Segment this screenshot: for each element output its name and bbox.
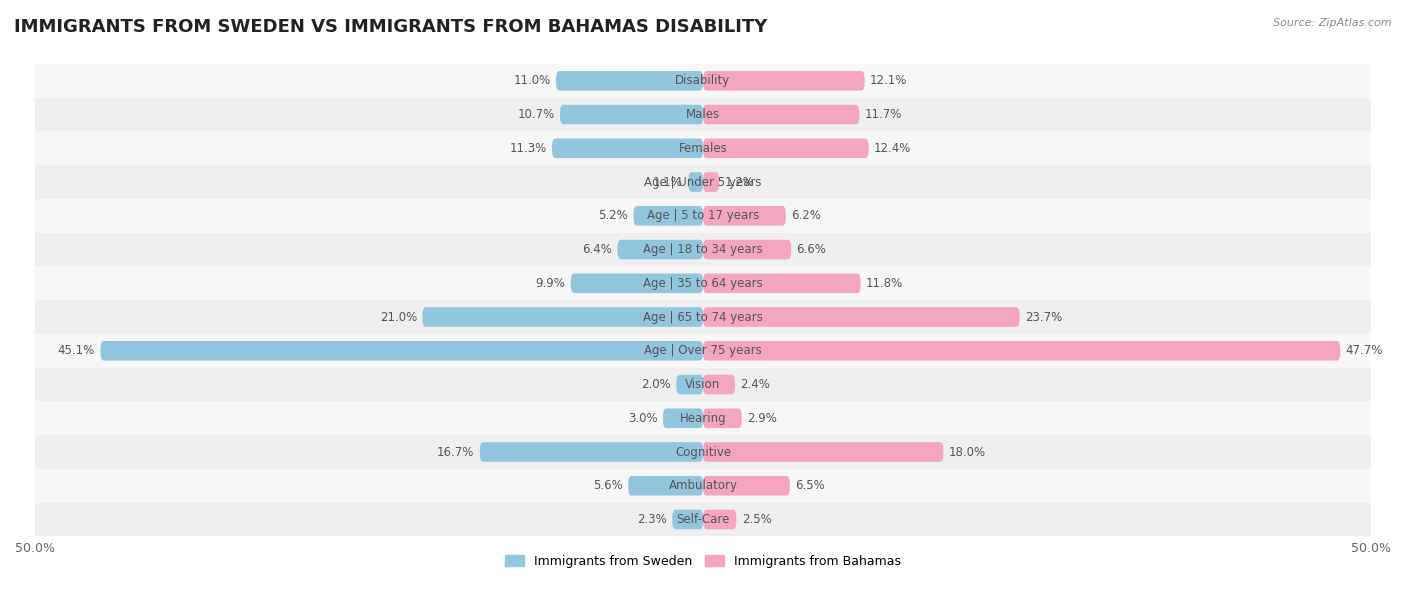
FancyBboxPatch shape [617,240,703,259]
Text: Ambulatory: Ambulatory [668,479,738,492]
Bar [35,64,1371,98]
Text: 6.5%: 6.5% [796,479,825,492]
FancyBboxPatch shape [703,341,1340,360]
FancyBboxPatch shape [703,105,859,124]
Text: 21.0%: 21.0% [380,310,418,324]
FancyBboxPatch shape [689,172,703,192]
FancyBboxPatch shape [634,206,703,226]
FancyBboxPatch shape [703,476,790,496]
Text: Source: ZipAtlas.com: Source: ZipAtlas.com [1274,18,1392,28]
FancyBboxPatch shape [628,476,703,496]
Bar [35,199,1371,233]
FancyBboxPatch shape [553,138,703,158]
FancyBboxPatch shape [703,172,718,192]
Bar [35,233,1371,266]
Text: 11.8%: 11.8% [866,277,903,290]
Text: 2.5%: 2.5% [742,513,772,526]
Text: 2.0%: 2.0% [641,378,671,391]
Text: Age | 65 to 74 years: Age | 65 to 74 years [643,310,763,324]
Text: 6.6%: 6.6% [797,243,827,256]
Text: Cognitive: Cognitive [675,446,731,458]
Text: 2.3%: 2.3% [637,513,666,526]
Bar [35,132,1371,165]
Bar [35,368,1371,401]
Text: 1.2%: 1.2% [724,176,754,188]
Text: 5.2%: 5.2% [599,209,628,222]
Legend: Immigrants from Sweden, Immigrants from Bahamas: Immigrants from Sweden, Immigrants from … [501,550,905,573]
Text: 12.1%: 12.1% [870,74,907,88]
Bar [35,401,1371,435]
Text: 5.6%: 5.6% [593,479,623,492]
Text: 12.4%: 12.4% [875,142,911,155]
Text: 9.9%: 9.9% [536,277,565,290]
Bar [35,98,1371,132]
FancyBboxPatch shape [676,375,703,394]
Bar [35,300,1371,334]
Text: Females: Females [679,142,727,155]
FancyBboxPatch shape [662,408,703,428]
Text: Vision: Vision [685,378,721,391]
FancyBboxPatch shape [100,341,703,360]
Text: 16.7%: 16.7% [437,446,475,458]
Text: 3.0%: 3.0% [628,412,658,425]
Text: Age | 5 to 17 years: Age | 5 to 17 years [647,209,759,222]
FancyBboxPatch shape [479,442,703,462]
FancyBboxPatch shape [703,307,1019,327]
Text: 45.1%: 45.1% [58,345,96,357]
FancyBboxPatch shape [555,71,703,91]
FancyBboxPatch shape [703,240,792,259]
Bar [35,435,1371,469]
Bar [35,469,1371,502]
FancyBboxPatch shape [703,408,742,428]
Bar [35,502,1371,536]
Text: Age | 35 to 64 years: Age | 35 to 64 years [643,277,763,290]
FancyBboxPatch shape [703,375,735,394]
Bar [35,165,1371,199]
FancyBboxPatch shape [703,510,737,529]
FancyBboxPatch shape [560,105,703,124]
Text: 18.0%: 18.0% [949,446,986,458]
Text: 11.3%: 11.3% [509,142,547,155]
Text: 1.1%: 1.1% [652,176,683,188]
Text: Age | 18 to 34 years: Age | 18 to 34 years [643,243,763,256]
FancyBboxPatch shape [703,138,869,158]
FancyBboxPatch shape [703,206,786,226]
Text: 6.4%: 6.4% [582,243,612,256]
FancyBboxPatch shape [422,307,703,327]
Text: Age | Under 5 years: Age | Under 5 years [644,176,762,188]
FancyBboxPatch shape [571,274,703,293]
Text: Age | Over 75 years: Age | Over 75 years [644,345,762,357]
Text: Males: Males [686,108,720,121]
Text: 10.7%: 10.7% [517,108,555,121]
Text: 23.7%: 23.7% [1025,310,1062,324]
FancyBboxPatch shape [703,274,860,293]
Text: 2.4%: 2.4% [741,378,770,391]
FancyBboxPatch shape [703,442,943,462]
FancyBboxPatch shape [703,71,865,91]
FancyBboxPatch shape [672,510,703,529]
Text: Disability: Disability [675,74,731,88]
Bar [35,266,1371,300]
Text: Hearing: Hearing [679,412,727,425]
Text: 47.7%: 47.7% [1346,345,1384,357]
Text: IMMIGRANTS FROM SWEDEN VS IMMIGRANTS FROM BAHAMAS DISABILITY: IMMIGRANTS FROM SWEDEN VS IMMIGRANTS FRO… [14,18,768,36]
Bar [35,334,1371,368]
Text: 11.7%: 11.7% [865,108,903,121]
Text: Self-Care: Self-Care [676,513,730,526]
Text: 6.2%: 6.2% [792,209,821,222]
Text: 2.9%: 2.9% [747,412,778,425]
Text: 11.0%: 11.0% [513,74,551,88]
